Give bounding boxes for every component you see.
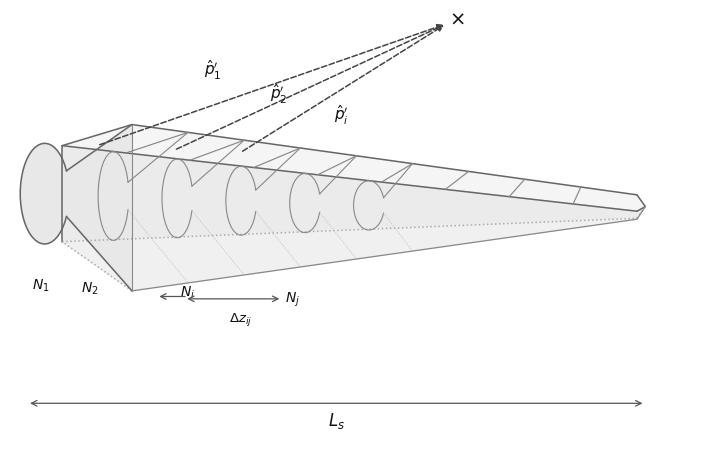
Polygon shape — [62, 125, 646, 211]
Text: $N_j$: $N_j$ — [285, 291, 300, 310]
Text: $\hat{p}_1'$: $\hat{p}_1'$ — [203, 59, 221, 82]
Polygon shape — [62, 146, 646, 242]
Text: $\hat{p}_2'$: $\hat{p}_2'$ — [270, 82, 287, 106]
Polygon shape — [62, 207, 646, 291]
Text: $\Delta z_{ij}$: $\Delta z_{ij}$ — [229, 311, 252, 328]
Text: $L_s$: $L_s$ — [328, 411, 345, 431]
Text: $N_i$: $N_i$ — [180, 285, 196, 301]
Text: $\hat{p}_i'$: $\hat{p}_i'$ — [334, 103, 349, 127]
Text: $N_2$: $N_2$ — [81, 280, 99, 297]
Text: $N_1$: $N_1$ — [32, 278, 50, 294]
Text: $\times$: $\times$ — [449, 9, 465, 28]
Polygon shape — [20, 125, 132, 291]
